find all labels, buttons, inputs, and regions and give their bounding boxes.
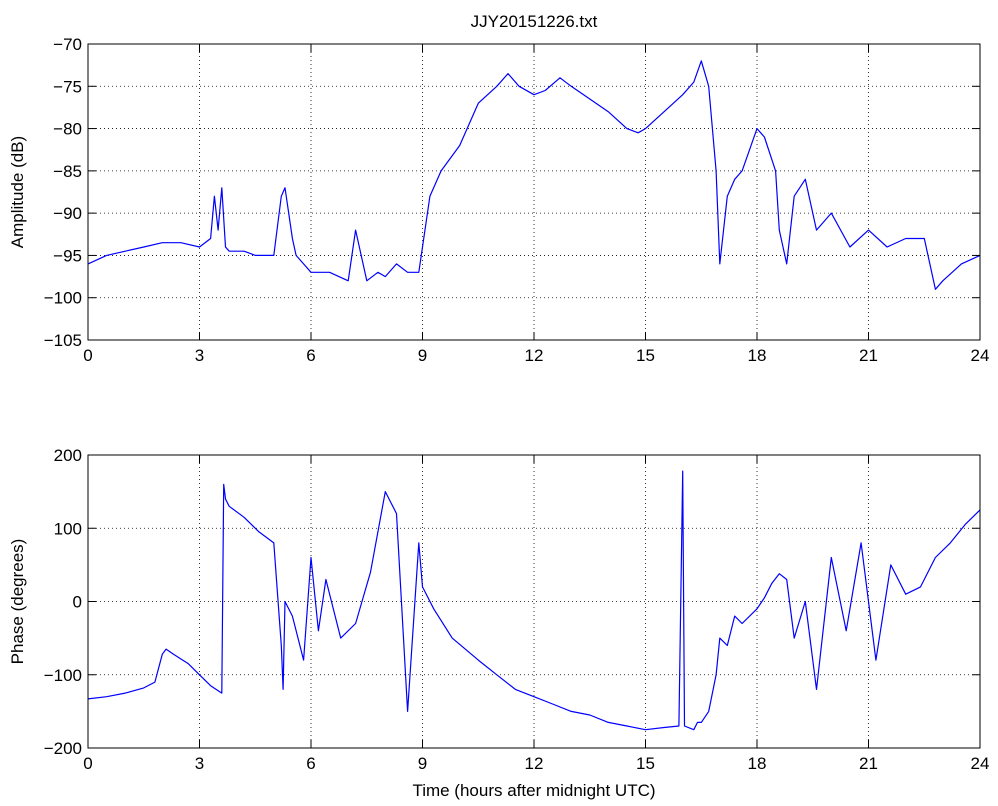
phase-y-tick-label: −100 xyxy=(44,666,82,685)
phase-x-tick-label: 24 xyxy=(971,754,990,773)
amplitude-x-tick-label: 21 xyxy=(859,346,878,365)
phase-panel: 0 3 6 9 12 15 18 21 24 −200 −100 0 100 200 Phase (degr… xyxy=(8,446,989,800)
amplitude-y-axis-label: Amplitude (dB) xyxy=(8,136,27,248)
amplitude-x-tick-label: 9 xyxy=(418,346,427,365)
amplitude-y-tick-label: −75 xyxy=(53,77,82,96)
amplitude-x-tick-label: 24 xyxy=(971,346,990,365)
phase-x-axis-label: Time (hours after midnight UTC) xyxy=(412,781,655,800)
amplitude-y-tick-label: −105 xyxy=(44,331,82,350)
phase-y-tick-label: 200 xyxy=(54,446,82,465)
amplitude-x-tick-label: 18 xyxy=(748,346,767,365)
phase-y-tick-label: 100 xyxy=(54,519,82,538)
amplitude-x-tick-label: 3 xyxy=(195,346,204,365)
phase-x-tick-label: 6 xyxy=(306,754,315,773)
phase-y-tick-label: −200 xyxy=(44,739,82,758)
phase-x-tick-label: 21 xyxy=(859,754,878,773)
phase-x-tick-label: 18 xyxy=(748,754,767,773)
phase-x-tick-label: 12 xyxy=(525,754,544,773)
amplitude-y-tick-label: −85 xyxy=(53,162,82,181)
amplitude-panel: 0 3 6 9 12 15 18 21 24 −105 −100 −95 −90 −85 −80 −75 −70… xyxy=(8,35,989,365)
amplitude-y-tick-label: −100 xyxy=(44,289,82,308)
amplitude-x-tick-label: 0 xyxy=(83,346,92,365)
amplitude-x-tick-label: 6 xyxy=(306,346,315,365)
phase-y-tick-label: 0 xyxy=(73,593,82,612)
amplitude-y-tick-label: −70 xyxy=(53,35,82,54)
amplitude-y-tick-label: −90 xyxy=(53,204,82,223)
amplitude-series-line xyxy=(87,60,981,290)
phase-plot-area xyxy=(88,455,980,748)
phase-x-tick-label: 3 xyxy=(195,754,204,773)
amplitude-y-tick-label: −95 xyxy=(53,246,82,265)
amplitude-x-tick-label: 12 xyxy=(525,346,544,365)
amplitude-y-tick-label: −80 xyxy=(53,120,82,139)
amplitude-x-tick-label: 15 xyxy=(636,346,655,365)
chart-title: JJY20151226.txt xyxy=(471,12,598,31)
phase-x-tick-label: 15 xyxy=(636,754,655,773)
phase-y-axis-label: Phase (degrees) xyxy=(8,539,27,665)
phase-x-tick-label: 0 xyxy=(83,754,92,773)
phase-series-line xyxy=(87,470,981,731)
phase-x-tick-label: 9 xyxy=(418,754,427,773)
